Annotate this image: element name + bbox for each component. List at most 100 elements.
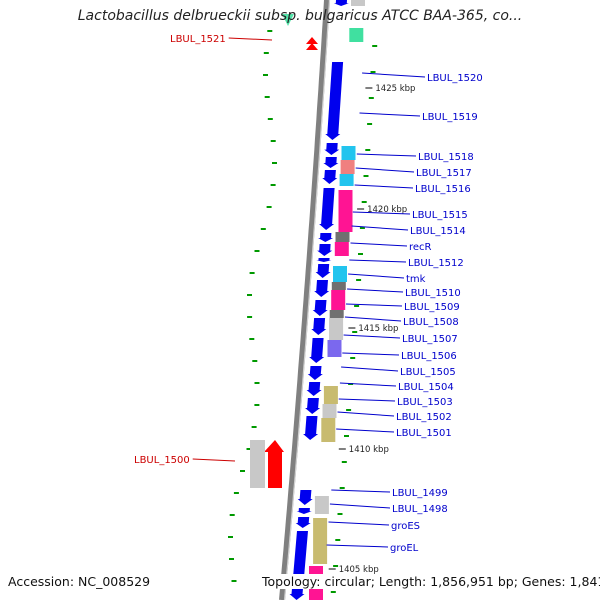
gc-tick [264,96,270,98]
gc-tick [272,162,277,164]
callout-line [356,153,417,157]
gc-tick [260,228,266,230]
cog-block [349,28,364,42]
genes [250,0,365,600]
gene-label: LBUL_1505 [400,367,456,378]
callout-line [343,334,401,339]
gene-arrow [319,188,335,230]
callout-line [345,303,403,307]
cog-block [323,386,338,404]
reverse-gene-arrow [264,440,284,488]
cog-block [331,282,346,290]
cog-block [329,318,344,340]
cog-block [329,310,344,318]
gene-arrow [323,157,339,168]
cog-block [331,290,346,310]
gene-arrow [312,300,328,316]
gc-tick [367,123,373,125]
gc-tick [254,382,260,384]
gene-label: LBUL_1510 [405,288,461,299]
topology-text: Topology: circular; Length: 1,856,951 bp… [262,574,600,589]
position-label: 1410 kbp [349,445,389,455]
gc-tick [263,52,269,54]
gc-tick [240,470,245,472]
gene-label: LBUL_1520 [427,73,483,84]
gene-arrow [295,517,311,528]
callout-line [339,382,397,387]
gene-label: LBUL_1509 [404,302,460,313]
cog-block [335,232,350,242]
gene-label-red: LBUL_1521 [170,34,226,45]
cog-block [339,174,354,186]
callout-line [362,72,426,78]
gc-tick [267,30,273,32]
gene-label: LBUL_1499 [392,488,448,499]
gc-tick [247,316,253,318]
gc-tick [344,435,349,437]
gc-tick [270,140,276,142]
gene-arrow [296,508,312,514]
callout-line [336,428,395,433]
gc-tick [354,305,360,307]
callout-line [351,225,409,231]
gene-label-red: LBUL_1500 [134,455,190,466]
backbone-highlight [283,0,331,600]
gene-label: LBUL_1519 [422,112,478,123]
cog-block [340,160,355,174]
gene-arrow [311,318,327,335]
gc-tick [263,74,268,76]
gene-label: recR [409,242,432,253]
callout-line-red [228,37,273,41]
gc-tick [229,558,234,560]
callout-line [348,273,405,279]
gene-arrow [318,233,334,242]
callout-line [329,503,391,509]
gc-tick [270,184,276,186]
callout-line [328,521,390,526]
gc-tick [370,71,376,73]
callout-line [350,242,408,247]
gene-arrow [333,0,349,6]
gene-label: groES [391,521,420,532]
cog-block [341,146,356,160]
gene-label: LBUL_1517 [416,168,472,179]
gene-arrow [291,531,308,580]
cog-block [250,440,265,488]
position-label: 1405 kbp [339,565,379,575]
callout-line [326,544,389,548]
callouts: 1425 kbp 1420 kbp 1415 kbp 1410 kbp 1405 kbp… [134,34,483,575]
gene-arrow [316,258,332,262]
callout-line [341,366,399,372]
gc-tick [341,461,347,463]
position-label: 1425 kbp [375,84,415,94]
cog-block [334,242,349,256]
gene-label: LBUL_1516 [415,184,471,195]
gc-tick [359,227,365,229]
gene-arrow [305,398,321,414]
gene-label: LBUL_1506 [401,351,457,362]
gc-tick [368,97,374,99]
gc-tick [246,448,252,450]
gc-tick [266,206,272,208]
gene-label: LBUL_1507 [402,334,458,345]
backbone [279,0,331,600]
position-label: 1415 kbp [358,324,398,334]
gene-arrow [315,264,331,278]
gene-label: LBUL_1501 [396,428,452,439]
gene-label: LBUL_1503 [397,397,453,408]
gc-tick [333,565,339,567]
callout-line [347,288,404,293]
gene-label: groEL [390,543,419,554]
gene-fragment [282,14,294,26]
position-label: 1420 kbp [367,205,407,215]
gc-tick [346,409,352,411]
gc-tick [254,250,260,252]
callout-line [355,167,415,173]
gene-arrow [317,244,333,256]
callout-line [354,184,414,189]
cog-block [321,418,336,442]
gene-label: LBUL_1504 [398,382,454,393]
cog-block [338,190,353,232]
gc-tick [339,487,345,489]
gene-arrow [322,170,338,184]
